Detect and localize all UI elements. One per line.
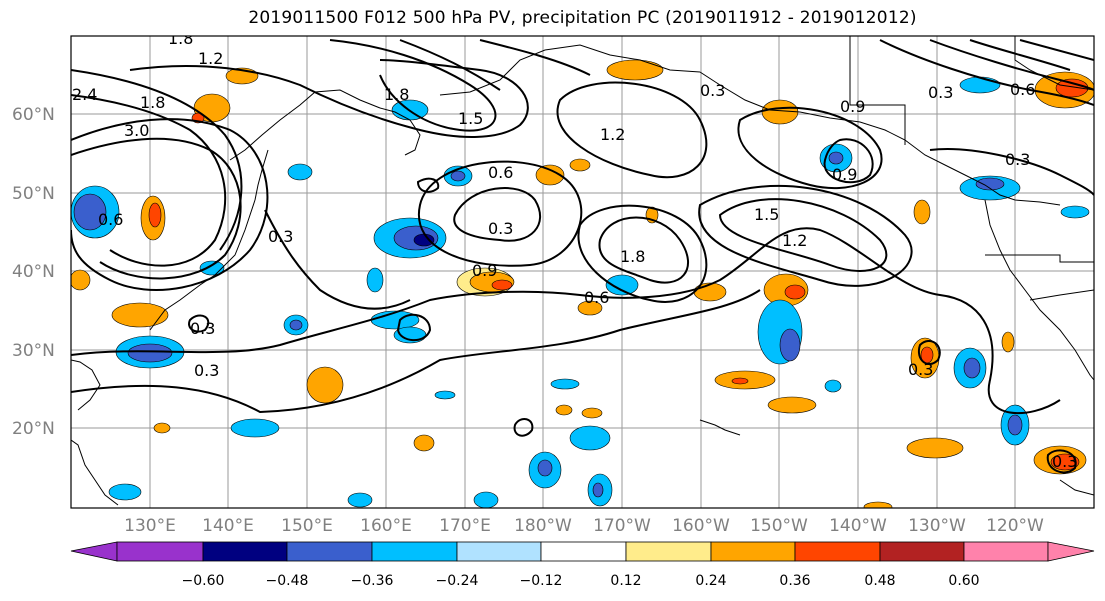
contour-label: 0.6: [98, 210, 123, 229]
colorbar-segment: [540, 541, 627, 562]
colorbar-tick-label: −0.36: [351, 573, 394, 589]
contour-label: 0.3: [1005, 150, 1030, 169]
colorbar-segment: [202, 541, 288, 562]
contour-label: 0.3: [700, 81, 725, 100]
colorbar-tick-label: 0.36: [779, 573, 810, 589]
contour-label: 0.9: [472, 261, 497, 280]
colorbar-tick-label: 0.60: [948, 573, 979, 589]
contour-label: 1.5: [754, 205, 779, 224]
colorbar-segment: [1047, 541, 1095, 562]
colorbar-tick-label: −0.48: [266, 573, 309, 589]
contour-label: 1.5: [458, 109, 483, 128]
lon-label: 140°W: [829, 516, 887, 536]
lon-label: 170°W: [593, 516, 651, 536]
colorbar-segment: [286, 541, 373, 562]
lon-label: 150°W: [750, 516, 808, 536]
colorbar-segment: [456, 541, 542, 562]
contour-label: 1.2: [600, 125, 625, 144]
lon-label: 180°W: [514, 516, 572, 536]
contour-label: 2.4: [72, 85, 97, 104]
colorbar: [70, 541, 1095, 562]
coastlines: [71, 36, 1094, 506]
contour-label: 0.3: [1052, 452, 1077, 471]
lat-label-30n: 30°N: [12, 341, 55, 361]
contour-label: 0.6: [584, 288, 609, 307]
colorbar-tick-label: 0.12: [610, 573, 641, 589]
colorbar-segment: [116, 541, 204, 562]
contour-label: 0.3: [488, 219, 513, 238]
lon-label: 130°E: [124, 516, 176, 536]
colorbar-tick-label: 0.48: [864, 573, 895, 589]
contour-label: 0.3: [908, 360, 933, 379]
lat-label-40n: 40°N: [12, 262, 55, 282]
map-title: 2019011500 F012 500 hPa PV, precipitatio…: [248, 8, 917, 28]
colorbar-segment: [794, 541, 881, 562]
colorbar-segment: [70, 541, 118, 562]
colorbar-segment: [963, 541, 1049, 562]
lon-label: 160°W: [672, 516, 730, 536]
map-plot-area: 1.8 1.2 2.4 1.8 3.0 0.6 0.3 1.8 1.5 0.3 …: [71, 29, 1094, 508]
colorbar-segment: [371, 541, 458, 562]
lon-label: 160°E: [360, 516, 412, 536]
lat-label-20n: 20°N: [12, 419, 55, 439]
lon-label: 130°W: [908, 516, 966, 536]
map-gridlines: [71, 36, 1094, 508]
colorbar-tick-label: −0.24: [436, 573, 479, 589]
contour-label: 1.8: [384, 85, 409, 104]
colorbar-ticks: −0.60 −0.48 −0.36 −0.24 −0.12 0.12 0.24 …: [182, 573, 980, 589]
lat-label-50n: 50°N: [12, 184, 55, 204]
contour-label: 0.6: [488, 163, 513, 182]
pv-contours: [71, 39, 1094, 474]
colorbar-tick-label: 0.24: [695, 573, 726, 589]
contour-label: 1.2: [782, 231, 807, 250]
pv-contour-labels: 1.8 1.2 2.4 1.8 3.0 0.6 0.3 1.8 1.5 0.3 …: [72, 29, 1077, 471]
contour-label: 0.3: [928, 83, 953, 102]
contour-label: 3.0: [124, 121, 149, 140]
contour-label: 1.8: [140, 93, 165, 112]
contour-label: 0.3: [190, 319, 215, 338]
map-frame: [70, 35, 1095, 509]
longitude-labels: 130°E 140°E 150°E 160°E 170°E 180°W 170°…: [124, 516, 1044, 536]
lat-label-60n: 60°N: [12, 105, 55, 125]
colorbar-segment: [710, 541, 796, 562]
contour-label: 1.2: [198, 49, 223, 68]
contour-label: 0.6: [1010, 80, 1035, 99]
contour-label: 1.8: [620, 247, 645, 266]
contour-label: 1.8: [168, 29, 193, 48]
contour-label: 0.3: [268, 227, 293, 246]
colorbar-tick-label: −0.12: [520, 573, 563, 589]
contour-label: 0.9: [840, 97, 865, 116]
lon-label: 140°E: [202, 516, 254, 536]
colorbar-segment: [879, 541, 965, 562]
contour-label: 0.3: [194, 361, 219, 380]
lon-label: 120°W: [986, 516, 1044, 536]
colorbar-segment: [625, 541, 712, 562]
colorbar-tick-label: −0.60: [182, 573, 225, 589]
latitude-labels: 60°N 50°N 40°N 30°N 20°N: [12, 105, 55, 439]
lon-label: 150°E: [281, 516, 333, 536]
lon-label: 170°E: [439, 516, 491, 536]
contour-label: 0.9: [832, 165, 857, 184]
